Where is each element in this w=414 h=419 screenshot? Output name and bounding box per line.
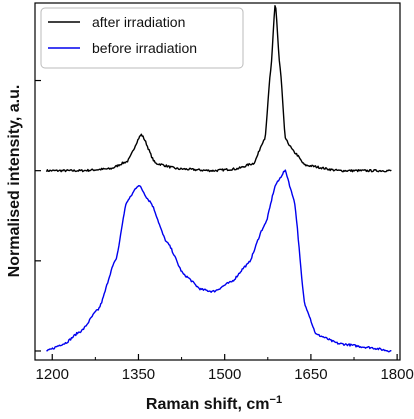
series-line-2 <box>46 169 392 353</box>
legend-label-2: before irradiation <box>92 40 197 56</box>
x-axis-title: Raman shift, cm−1 <box>146 394 282 413</box>
x-tick-label: 1650 <box>294 366 327 383</box>
y-axis-title: Normalised intensity, a.u. <box>6 85 23 278</box>
x-tick-label: 1500 <box>208 366 241 383</box>
legend: after irradiation before irradiation <box>40 7 244 69</box>
series-line-1 <box>45 5 392 173</box>
tick-layer: 1200 1350 1500 1650 1800 <box>35 79 414 383</box>
series-layer <box>45 5 392 353</box>
legend-label-1: after irradiation <box>92 14 185 30</box>
legend-box <box>40 7 244 69</box>
x-tick-label: 1800 <box>380 366 413 383</box>
x-axis-title-superscript: −1 <box>270 394 283 406</box>
x-tick-label: 1200 <box>36 366 69 383</box>
plot-frame <box>34 2 401 361</box>
x-tick-label: 1350 <box>122 366 155 383</box>
